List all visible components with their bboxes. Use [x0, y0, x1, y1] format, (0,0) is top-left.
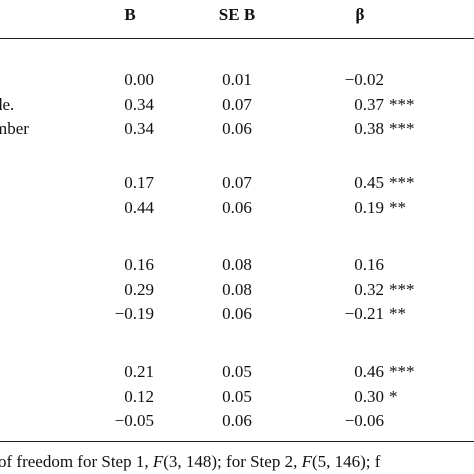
note-text: F [301, 452, 312, 471]
se-value: 0.07 [222, 173, 252, 192]
significance: ** [389, 197, 406, 217]
row-label: de. [0, 94, 15, 114]
note-text: (5, 146); f [311, 452, 381, 471]
note-text: of freedom for Step 1, [0, 452, 153, 471]
se-value: 0.08 [222, 279, 252, 299]
se-value: 0.06 [222, 411, 252, 430]
beta-value: 0.38 [354, 119, 384, 138]
significance: *** [389, 279, 415, 299]
b-value: 0.34 [124, 94, 154, 114]
significance: * [389, 386, 398, 406]
beta-value: 0.37 [354, 94, 384, 114]
b-value: −0.19 [114, 304, 154, 323]
significance: *** [389, 362, 415, 381]
header-rule [0, 38, 474, 39]
se-value: 0.01 [222, 70, 252, 89]
column-header: B [124, 5, 136, 24]
beta-value: 0.30 [354, 386, 384, 406]
b-value: 0.00 [124, 70, 154, 89]
b-value: 0.21 [124, 362, 154, 381]
b-value: 0.34 [124, 119, 154, 138]
beta-value: −0.02 [344, 70, 384, 89]
beta-value: −0.21 [344, 304, 384, 323]
beta-value: 0.32 [354, 279, 384, 299]
se-value: 0.05 [222, 362, 252, 381]
se-value: 0.06 [222, 304, 252, 323]
beta-value: −0.06 [344, 411, 384, 430]
note-text: F [152, 452, 164, 471]
b-value: 0.44 [124, 197, 154, 217]
note-text: (3, 148); for Step 2, [163, 452, 302, 471]
b-value: 0.17 [124, 173, 154, 192]
row-label: mber [0, 119, 29, 138]
b-value: −0.05 [114, 411, 154, 430]
b-value: 0.16 [124, 255, 154, 274]
se-value: 0.07 [222, 94, 252, 114]
beta-value: 0.16 [354, 255, 384, 274]
column-header: β [355, 5, 365, 24]
beta-value: 0.19 [354, 197, 384, 217]
significance: *** [389, 94, 415, 114]
se-value: 0.08 [222, 255, 252, 274]
significance: ** [389, 304, 406, 323]
beta-value: 0.46 [354, 362, 384, 381]
table-note: of freedom for Step 1, F(3, 148); for St… [0, 452, 380, 472]
se-value: 0.06 [222, 197, 252, 217]
bottom-rule [0, 441, 474, 442]
se-value: 0.06 [222, 119, 252, 138]
b-value: 0.29 [124, 279, 154, 299]
significance: *** [389, 119, 415, 138]
significance: *** [389, 173, 415, 192]
b-value: 0.12 [124, 386, 154, 406]
column-header: SE B [218, 5, 256, 24]
se-value: 0.05 [222, 386, 252, 406]
beta-value: 0.45 [354, 173, 384, 192]
